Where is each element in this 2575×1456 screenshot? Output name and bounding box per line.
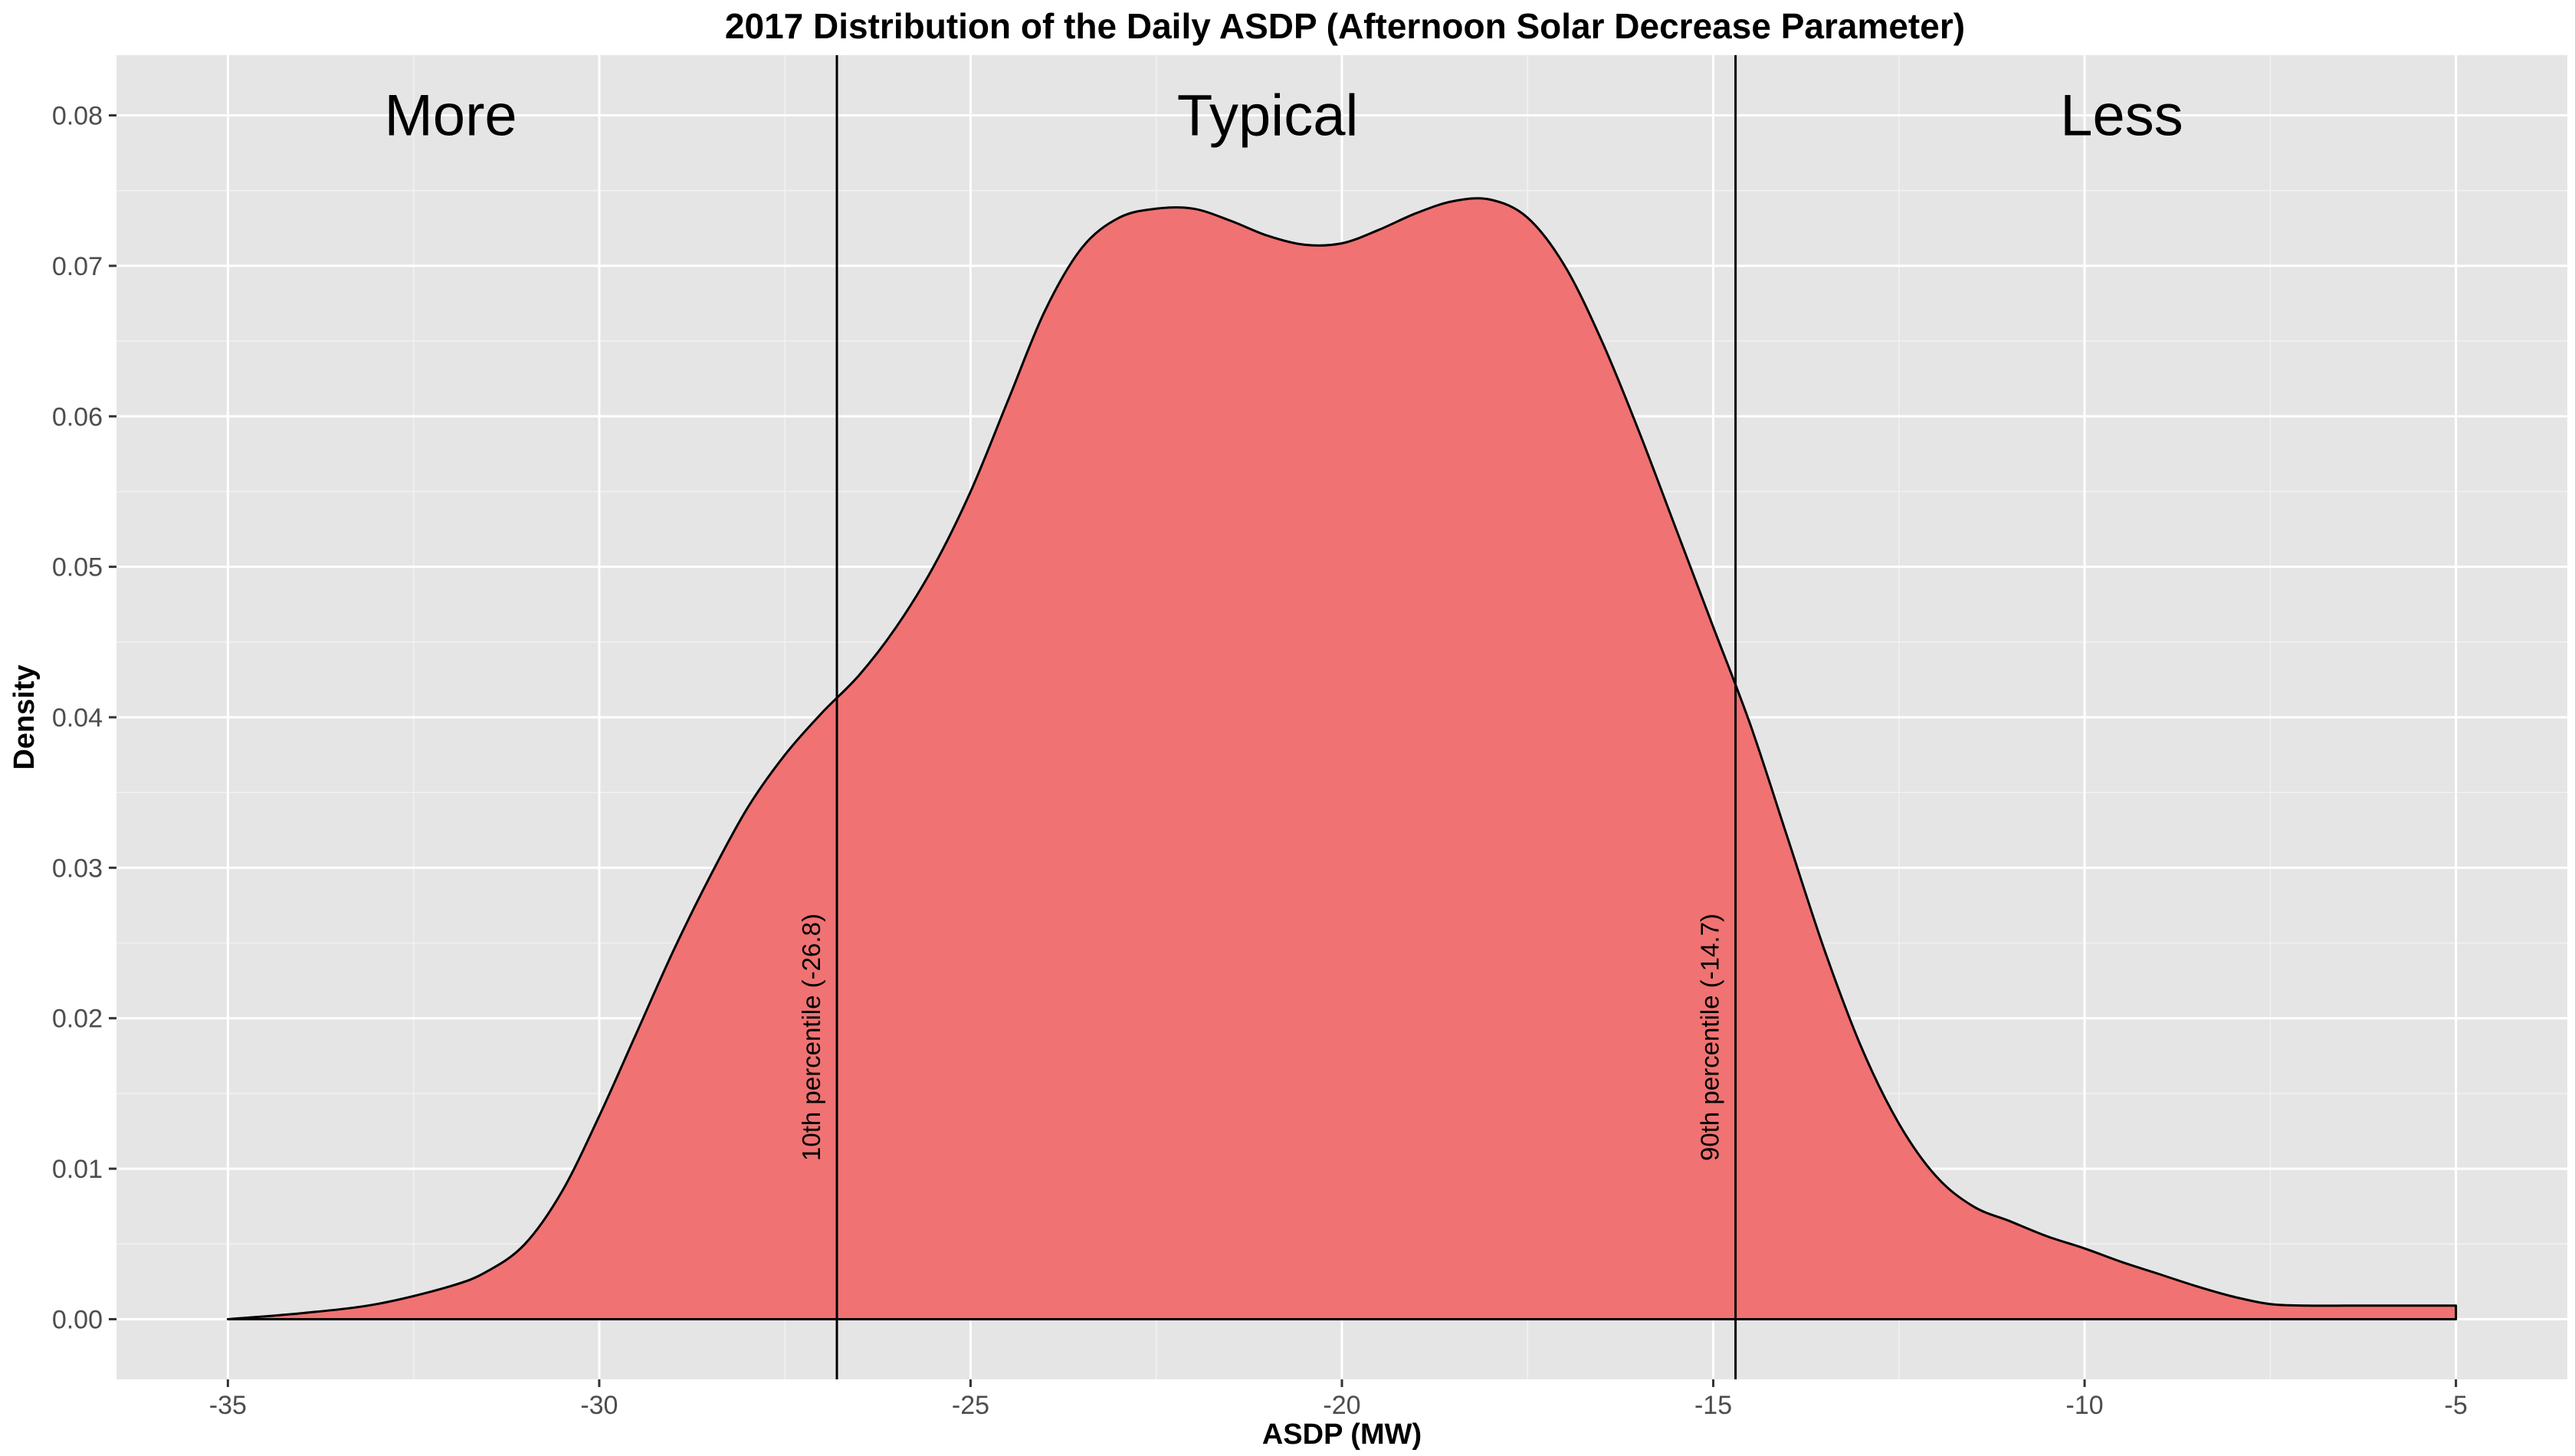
y-axis: 0.00 0.01 0.02 0.03 0.04 0.05 0.06 0.07 0.08 (52, 102, 116, 1334)
y-tick-label: 0.06 (52, 402, 103, 431)
region-label: Typical (1177, 84, 1359, 149)
y-tick-label: 0.01 (52, 1155, 103, 1184)
y-tick-label: 0.08 (52, 102, 103, 131)
density-area (226, 197, 2458, 1320)
density-layer (226, 197, 2458, 1320)
y-tick-label: 0.04 (52, 703, 103, 733)
region-label: Less (2060, 84, 2183, 149)
region-labels: More Typical Less (385, 84, 2183, 149)
x-tick-label: -25 (952, 1391, 989, 1420)
percentile-label: 90th percentile (-14.7) (1696, 913, 1724, 1161)
x-tick-label: -30 (580, 1391, 618, 1420)
x-tick-label: -20 (1323, 1391, 1360, 1420)
x-tick-label: -35 (209, 1391, 247, 1420)
x-tick-label: -10 (2066, 1391, 2104, 1420)
region-label: More (385, 84, 517, 149)
x-axis: -35 -30 -25 -20 -15 -10 -5 (209, 1379, 2468, 1420)
y-tick-label: 0.02 (52, 1005, 103, 1034)
x-tick-label: -5 (2445, 1391, 2468, 1420)
chart-title: 2017 Distribution of the Daily ASDP (Aft… (725, 6, 1965, 46)
x-tick-label: -15 (1694, 1391, 1732, 1420)
y-tick-label: 0.03 (52, 854, 103, 883)
y-tick-label: 0.05 (52, 553, 103, 582)
x-axis-title: ASDP (MW) (1262, 1418, 1422, 1451)
percentile-lines: 10th percentile (-26.8) 90th percentile (… (797, 55, 1737, 1379)
y-tick-label: 0.00 (52, 1305, 103, 1334)
y-tick-label: 0.07 (52, 252, 103, 281)
y-axis-title: Density (8, 664, 41, 769)
percentile-label: 10th percentile (-26.8) (797, 913, 825, 1161)
